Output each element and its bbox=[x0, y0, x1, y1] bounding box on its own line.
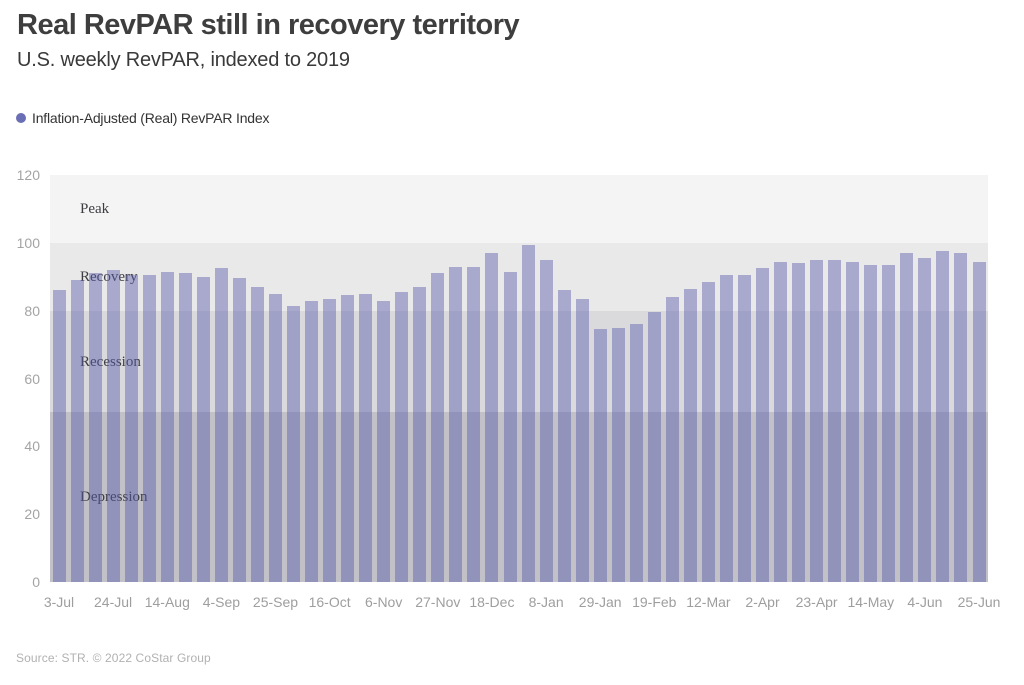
bar bbox=[142, 275, 156, 582]
bar bbox=[196, 276, 210, 582]
legend: Inflation-Adjusted (Real) RevPAR Index bbox=[16, 110, 269, 126]
bar bbox=[467, 266, 481, 582]
bar bbox=[756, 268, 769, 582]
x-tick-label: 2-Apr bbox=[745, 594, 780, 610]
x-tick-label: 8-Jan bbox=[528, 594, 564, 610]
bar bbox=[503, 271, 517, 582]
bar bbox=[160, 271, 174, 582]
band-recovery bbox=[50, 242, 988, 311]
bar bbox=[431, 273, 445, 582]
band-label-recession: Recession bbox=[80, 353, 141, 370]
bar bbox=[557, 290, 571, 582]
x-tick-label: 12-Mar bbox=[686, 594, 731, 610]
bar bbox=[395, 292, 409, 582]
bar bbox=[214, 268, 228, 582]
bar bbox=[377, 300, 391, 582]
bar bbox=[323, 298, 337, 582]
bar bbox=[719, 275, 733, 582]
band-label-depression: Depression bbox=[80, 489, 148, 506]
bar bbox=[792, 263, 806, 582]
band-label-recovery: Recovery bbox=[80, 268, 138, 285]
x-tick-label: 16-Oct bbox=[308, 594, 351, 610]
x-tick-label: 25-Jun bbox=[957, 594, 1001, 610]
bar bbox=[124, 275, 138, 582]
y-tick-label: 80 bbox=[24, 302, 40, 319]
band-peak bbox=[50, 175, 988, 243]
bar bbox=[738, 275, 751, 582]
x-tick-label: 18-Dec bbox=[469, 594, 515, 610]
bar bbox=[485, 253, 499, 582]
legend-label: Inflation-Adjusted (Real) RevPAR Index bbox=[32, 110, 270, 126]
bar bbox=[900, 253, 914, 582]
bar bbox=[250, 286, 264, 582]
bar bbox=[359, 293, 373, 582]
x-tick-label: 6-Nov bbox=[365, 594, 403, 610]
y-tick-label: 60 bbox=[24, 370, 40, 387]
y-tick-label: 120 bbox=[16, 167, 40, 183]
bar bbox=[539, 259, 553, 582]
y-tick-label: 40 bbox=[24, 438, 40, 455]
bar bbox=[269, 293, 282, 582]
bar bbox=[864, 264, 878, 582]
bar bbox=[774, 261, 788, 582]
bar bbox=[954, 253, 968, 582]
legend-marker-icon bbox=[16, 113, 26, 123]
bar bbox=[629, 324, 643, 582]
bar bbox=[972, 261, 986, 582]
bar bbox=[232, 278, 246, 582]
x-tick-label: 14-May bbox=[847, 594, 895, 610]
bar bbox=[106, 270, 120, 582]
bar bbox=[683, 288, 697, 582]
x-tick-label: 24-Jul bbox=[94, 594, 133, 610]
x-tick-label: 4-Sep bbox=[202, 594, 241, 610]
plot-area: Peak Recovery Recession Depression bbox=[50, 175, 988, 582]
x-tick-label: 23-Apr bbox=[795, 594, 838, 610]
bar bbox=[846, 261, 860, 582]
x-tick-label: 27-Nov bbox=[415, 594, 461, 610]
bar bbox=[575, 298, 589, 582]
bar bbox=[88, 273, 102, 582]
bar bbox=[287, 305, 300, 582]
chart-subtitle: U.S. weekly RevPAR, indexed to 2019 bbox=[17, 49, 350, 71]
bar bbox=[521, 244, 535, 582]
bar bbox=[341, 295, 355, 582]
bar bbox=[701, 281, 715, 582]
bar bbox=[936, 251, 950, 582]
x-tick-label: 29-Jan bbox=[578, 594, 622, 610]
bar bbox=[647, 312, 661, 582]
y-tick-label: 20 bbox=[24, 506, 40, 523]
bar bbox=[70, 280, 84, 582]
bar bbox=[305, 300, 319, 582]
bar bbox=[611, 327, 625, 582]
band-recession bbox=[50, 310, 988, 413]
band-label-peak: Peak bbox=[80, 200, 110, 217]
x-tick-label: 19-Feb bbox=[632, 594, 677, 610]
x-tick-label: 4-Jun bbox=[907, 594, 943, 610]
bar bbox=[918, 258, 932, 582]
y-axis: 0 20 40 60 80 100 120 bbox=[0, 0, 40, 685]
bar bbox=[810, 259, 824, 582]
y-tick-label: 100 bbox=[16, 234, 40, 251]
bar bbox=[665, 297, 679, 582]
y-tick-label: 0 bbox=[32, 574, 40, 590]
bar bbox=[828, 259, 842, 582]
bar bbox=[413, 286, 427, 582]
bar bbox=[882, 264, 896, 582]
x-tick-label: 14-Aug bbox=[144, 594, 190, 610]
bar bbox=[449, 266, 463, 582]
bar bbox=[52, 290, 66, 582]
x-tick-label: 3-Jul bbox=[43, 594, 75, 610]
bar bbox=[593, 329, 607, 582]
source-note: Source: STR. © 2022 CoStar Group bbox=[16, 651, 211, 665]
chart-title: Real RevPAR still in recovery territory bbox=[17, 9, 520, 41]
x-axis: 3-Jul 24-Jul 14-Aug 4-Sep 25-Sep 16-Oct 6-Nov 2… bbox=[0, 594, 1024, 614]
bar bbox=[178, 273, 192, 582]
x-tick-label: 25-Sep bbox=[252, 594, 299, 610]
band-depression bbox=[50, 412, 988, 582]
